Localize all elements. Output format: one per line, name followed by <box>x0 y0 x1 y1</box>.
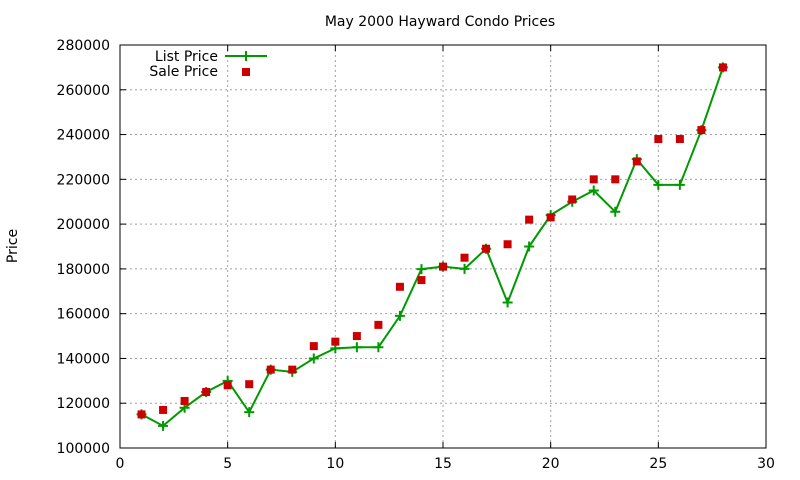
legend: List Price Sale Price <box>149 49 267 80</box>
list-price-point <box>524 241 535 252</box>
sale-price-point <box>352 332 361 341</box>
sale-price-point <box>482 244 491 253</box>
list-price-point <box>610 206 621 217</box>
sale-price-point <box>654 135 663 144</box>
sale-price-point <box>137 410 146 419</box>
y-tick-label: 200000 <box>57 217 110 233</box>
y-tick-label: 140000 <box>57 351 110 367</box>
sale-price-point <box>460 253 469 262</box>
sale-price-point <box>439 262 447 271</box>
y-tick-label: 180000 <box>57 262 110 278</box>
sale-price-point <box>546 213 555 222</box>
x-tick-label: 0 <box>116 456 125 472</box>
y-tick-label: 280000 <box>57 38 110 54</box>
sale-price-point <box>288 365 297 374</box>
y-tick-label: 220000 <box>57 172 110 188</box>
sale-price-point <box>331 337 340 346</box>
list-price-line <box>141 67 724 428</box>
sale-price-point <box>245 380 254 389</box>
legend-label-sale-price: Sale Price <box>149 64 218 80</box>
y-tick-label: 240000 <box>57 128 110 144</box>
sale-price-point <box>611 175 620 184</box>
sale-price-point <box>675 135 684 144</box>
chart-title: May 2000 Hayward Condo Prices <box>325 14 555 30</box>
sale-price-point <box>697 126 706 135</box>
list-price-point <box>502 297 513 308</box>
x-tick-label: 20 <box>542 456 560 472</box>
list-price-point <box>373 342 384 353</box>
list-price-point <box>158 420 169 431</box>
y-tick-label: 260000 <box>57 83 110 99</box>
y-tick-label: 160000 <box>57 307 110 323</box>
x-tick-label: 30 <box>757 456 775 472</box>
tick-layer: 0 5 10 15 20 25 30 100000 120000 140000 160000 1800… <box>57 38 775 472</box>
list-price-point <box>308 353 319 364</box>
list-price-point <box>416 264 427 275</box>
list-price-point <box>674 179 685 190</box>
sale-price-point <box>525 215 534 224</box>
y-tick-label: 100000 <box>57 441 110 457</box>
sale-price-point <box>180 396 189 405</box>
series-layer <box>136 62 728 431</box>
list-price-point <box>244 407 255 418</box>
sale-price-point <box>395 282 404 291</box>
sale-price-point <box>159 405 168 414</box>
legend-label-list-price: List Price <box>155 49 218 65</box>
x-tick-label: 10 <box>326 456 344 472</box>
list-price-point <box>588 185 599 196</box>
legend-marker-sale-price <box>242 68 250 76</box>
sale-price-point <box>266 365 275 374</box>
list-price-point <box>394 310 405 321</box>
sale-price-point <box>568 195 577 204</box>
list-price-point <box>459 263 470 274</box>
sale-price-point <box>309 342 318 351</box>
sale-price-point <box>632 157 641 166</box>
x-tick-label: 5 <box>223 456 232 472</box>
list-price-point <box>653 179 664 190</box>
list-price-point <box>351 342 362 353</box>
sale-price-point <box>503 240 512 249</box>
legend-marker-list-price <box>241 51 251 61</box>
sale-price-point <box>718 63 727 72</box>
sale-price-point <box>223 381 232 390</box>
sale-price-point <box>417 276 426 285</box>
y-axis-label: Price <box>5 229 21 263</box>
y-tick-label: 120000 <box>57 396 110 412</box>
sale-price-point <box>202 388 211 397</box>
sale-price-point <box>374 320 383 329</box>
sale-price-point <box>589 175 598 184</box>
x-tick-label: 15 <box>434 456 452 472</box>
x-tick-label: 25 <box>649 456 667 472</box>
